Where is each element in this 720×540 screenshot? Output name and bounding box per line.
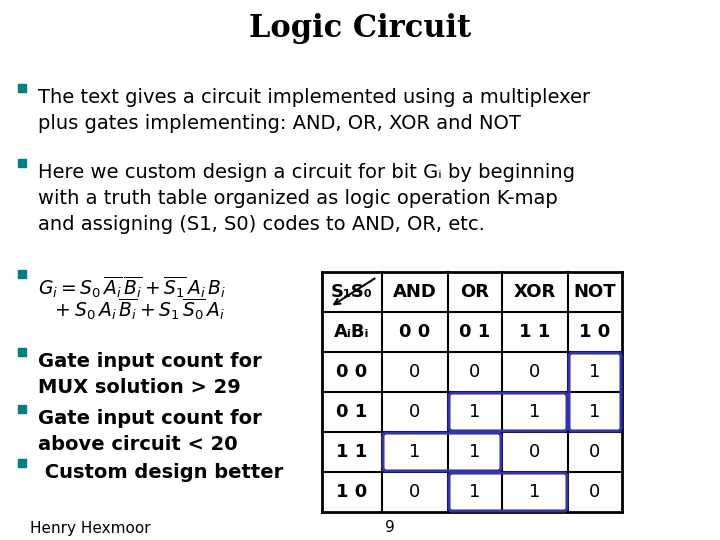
- Text: 1 1: 1 1: [336, 443, 368, 461]
- Text: 0: 0: [529, 443, 541, 461]
- Text: 1: 1: [469, 403, 481, 421]
- Text: 1: 1: [529, 403, 541, 421]
- Text: 0 1: 0 1: [459, 323, 490, 341]
- Text: XOR: XOR: [514, 283, 556, 301]
- Text: 0 1: 0 1: [336, 403, 368, 421]
- Text: 0: 0: [590, 443, 600, 461]
- Text: 1: 1: [529, 483, 541, 501]
- Text: Henry Hexmoor: Henry Hexmoor: [30, 521, 150, 536]
- Text: 0 0: 0 0: [400, 323, 431, 341]
- Text: S₁S₀: S₁S₀: [331, 283, 373, 301]
- Text: 0: 0: [410, 483, 420, 501]
- Text: $+\;S_0\,A_i\,\overline{B_i} + S_1\,\overline{S_0}\,A_i$: $+\;S_0\,A_i\,\overline{B_i} + S_1\,\ove…: [54, 296, 225, 322]
- Text: $G_i = S_0\,\overline{A_i}\,\overline{B_i} + \overline{S_1}\,A_i\,B_i$: $G_i = S_0\,\overline{A_i}\,\overline{B_…: [38, 274, 226, 300]
- Text: 9: 9: [385, 521, 395, 536]
- Text: 0: 0: [529, 363, 541, 381]
- Text: Gate input count for
above circuit < 20: Gate input count for above circuit < 20: [38, 409, 262, 454]
- Text: Here we custom design a circuit for bit Gᵢ by beginning
with a truth table organ: Here we custom design a circuit for bit …: [38, 163, 575, 233]
- Text: NOT: NOT: [574, 283, 616, 301]
- Text: Logic Circuit: Logic Circuit: [249, 12, 471, 44]
- Text: 0: 0: [590, 483, 600, 501]
- Text: Gate input count for
MUX solution > 29: Gate input count for MUX solution > 29: [38, 352, 262, 397]
- Text: 1 1: 1 1: [519, 323, 551, 341]
- Text: Custom design better: Custom design better: [38, 463, 283, 482]
- Text: 0: 0: [410, 403, 420, 421]
- Text: OR: OR: [461, 283, 490, 301]
- Text: AᵢBᵢ: AᵢBᵢ: [334, 323, 370, 341]
- Text: 1: 1: [469, 483, 481, 501]
- Text: 1: 1: [409, 443, 420, 461]
- Text: AND: AND: [393, 283, 437, 301]
- Text: 1: 1: [469, 443, 481, 461]
- Text: 1: 1: [589, 363, 600, 381]
- Text: 0 0: 0 0: [336, 363, 368, 381]
- Text: 0: 0: [469, 363, 481, 381]
- Text: 1 0: 1 0: [580, 323, 611, 341]
- Text: 1 0: 1 0: [336, 483, 368, 501]
- Text: 0: 0: [410, 363, 420, 381]
- Text: 1: 1: [589, 403, 600, 421]
- Text: The text gives a circuit implemented using a multiplexer
plus gates implementing: The text gives a circuit implemented usi…: [38, 88, 590, 133]
